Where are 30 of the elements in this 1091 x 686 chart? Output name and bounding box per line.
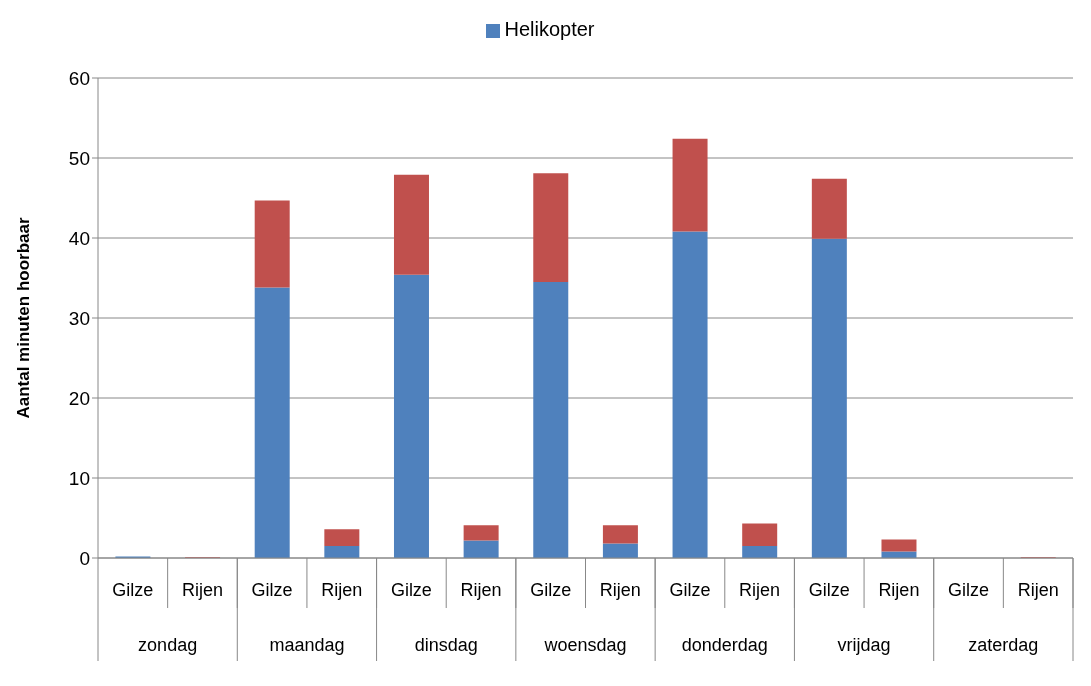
text: dinsdag (414, 635, 478, 655)
text: donderdag (681, 635, 768, 655)
x-tick-label: Rijen (1017, 580, 1059, 600)
y-tick-label: 10 (68, 467, 90, 489)
x-tick-label: Rijen (878, 580, 920, 600)
y-tick-label: 30 (68, 307, 90, 329)
x-tick-label: Gilze (669, 580, 711, 600)
x-tick-label: Rijen (739, 580, 781, 600)
y-axis-title: Aantal minuten hoorbaar (14, 217, 34, 419)
y-tick-label: 40 (68, 227, 90, 249)
x-tick-label: Gilze (948, 580, 990, 600)
legend-label: Helikopter (504, 18, 595, 40)
text: maandag (269, 635, 345, 655)
y-tick-label: 0 (79, 547, 90, 569)
x-tick-label: Rijen (321, 580, 363, 600)
x-tick-label: Rijen (599, 580, 641, 600)
x-tick-label: Gilze (112, 580, 154, 600)
x-tick-label: Gilze (530, 580, 572, 600)
text: zondag (138, 635, 198, 655)
y-tick-label: 20 (68, 387, 90, 409)
text: zaterdag (968, 635, 1039, 655)
text: woensdag (543, 635, 627, 655)
x-tick-label: Gilze (808, 580, 850, 600)
y-tick-label: 50 (68, 147, 90, 169)
x-tick-label: Gilze (390, 580, 432, 600)
x-tick-label: Rijen (460, 580, 502, 600)
x-tick-label: Rijen (181, 580, 223, 600)
y-tick-label: 60 (68, 67, 90, 89)
x-tick-label: Gilze (251, 580, 293, 600)
text: vrijdag (837, 635, 891, 655)
